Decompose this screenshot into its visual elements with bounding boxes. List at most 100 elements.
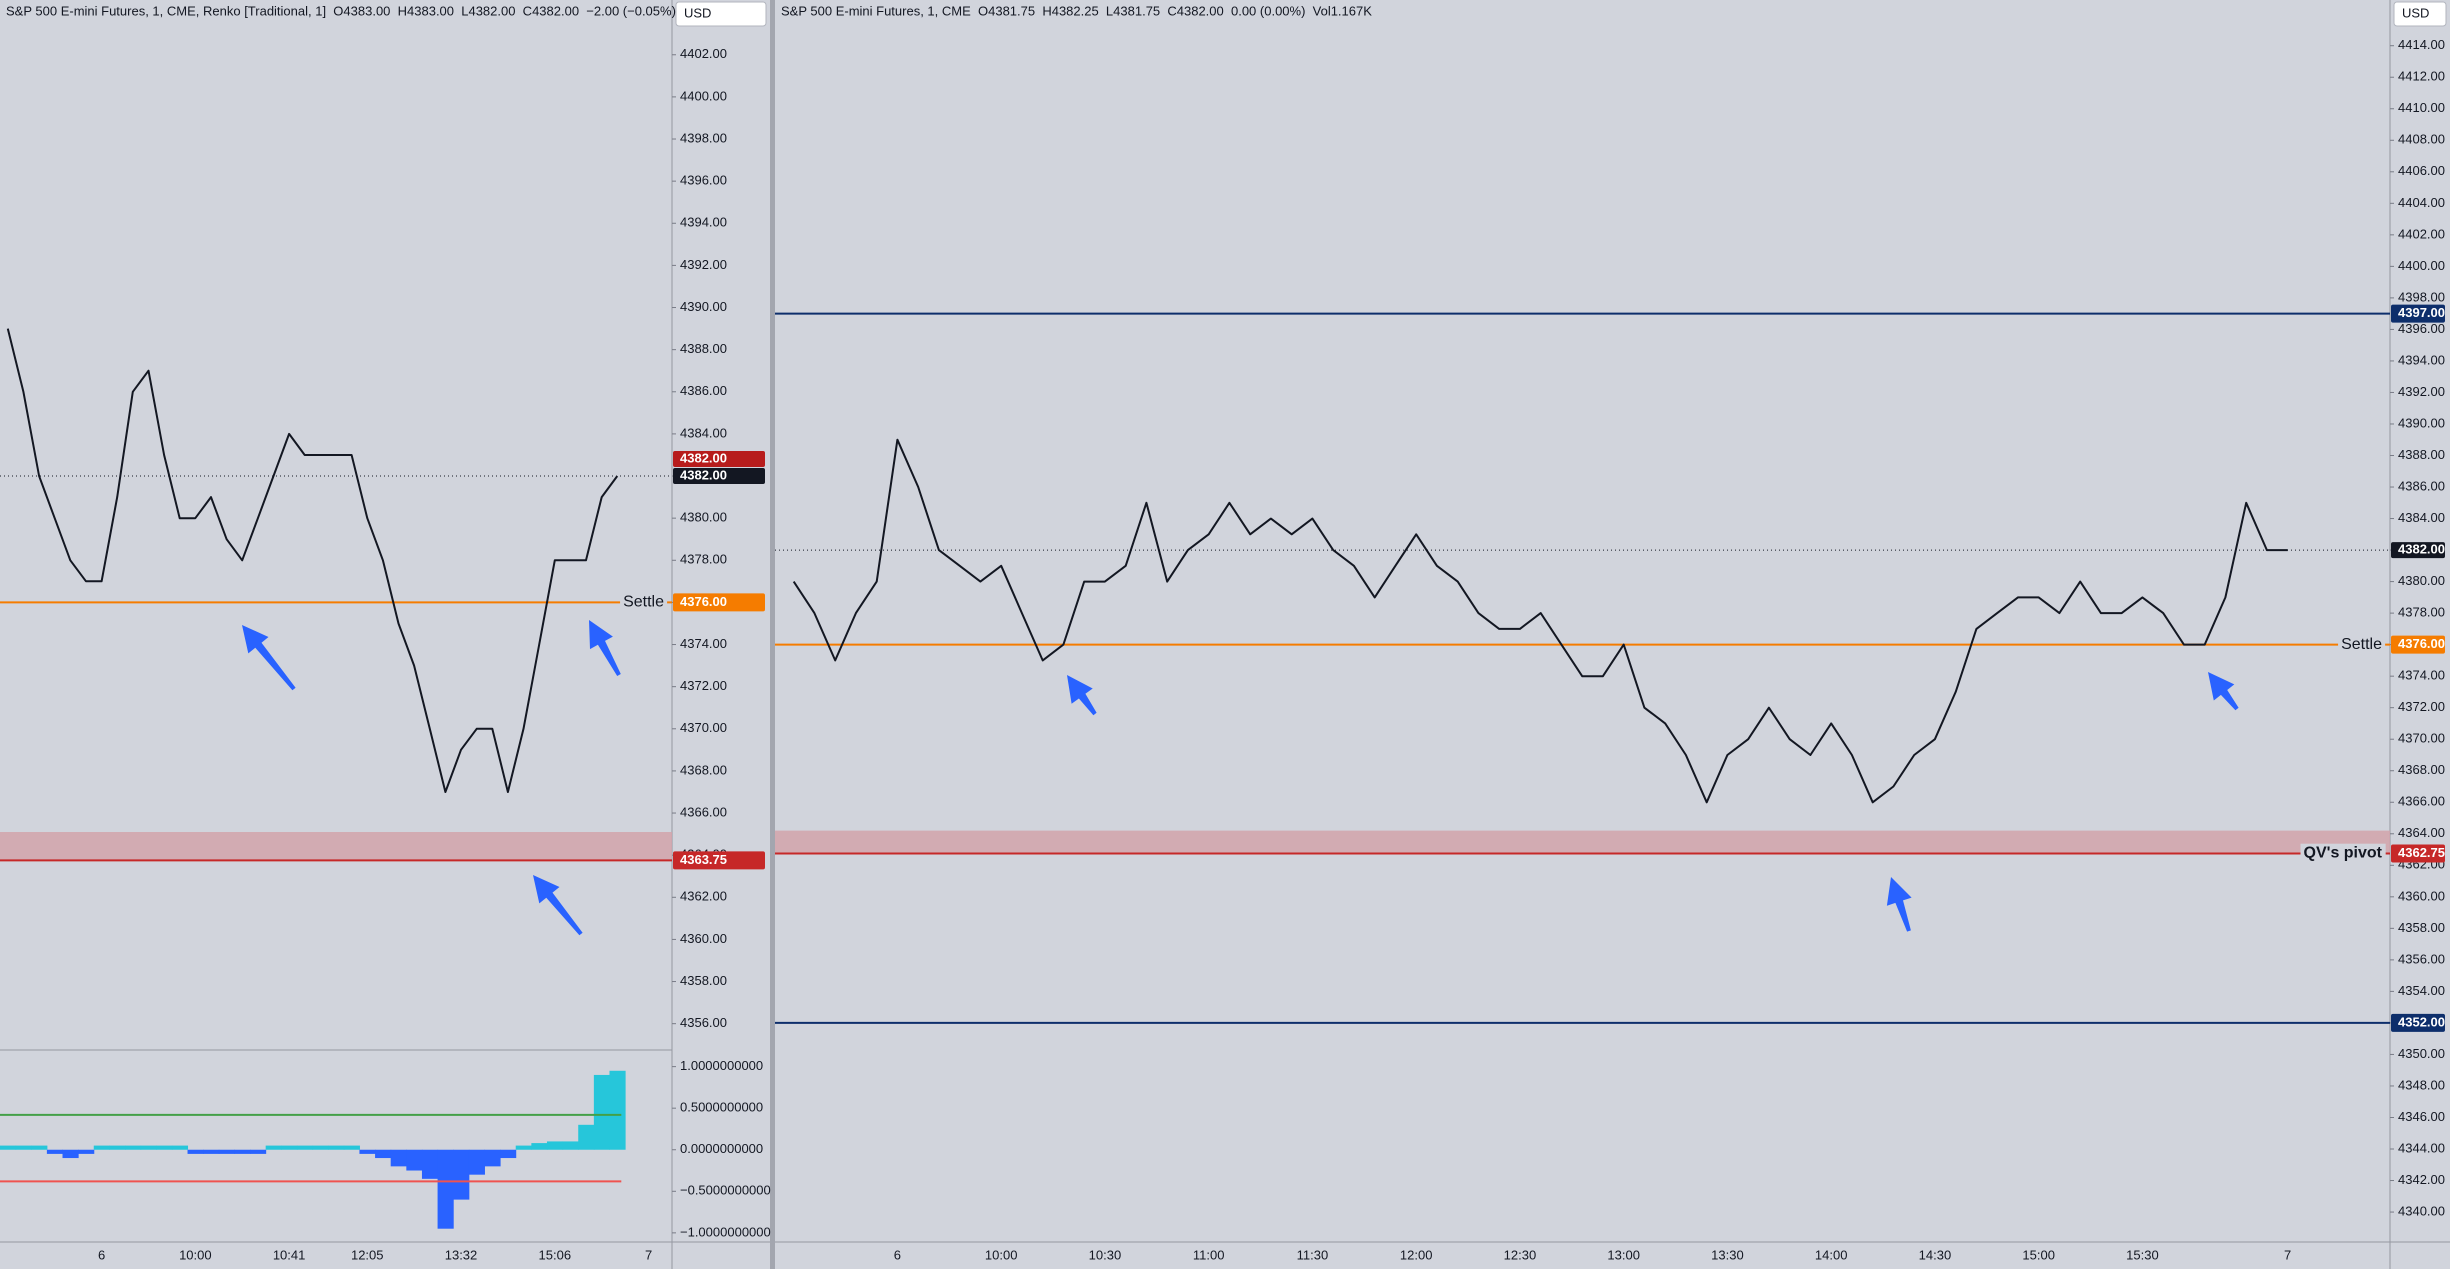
y-tick-label: 4360.00 <box>680 931 727 946</box>
x-tick-label: 10:00 <box>179 1247 212 1262</box>
osc-bar <box>359 1149 376 1154</box>
y-tick-label: 4414.00 <box>2398 37 2445 52</box>
last-price-badge-label: 4382.00 <box>680 450 727 465</box>
osc-bar <box>93 1145 110 1150</box>
y-tick-label: 4396.00 <box>680 173 727 188</box>
osc-bar <box>453 1149 470 1200</box>
y-tick-label: 4404.00 <box>2398 195 2445 210</box>
price-badge <box>2391 844 2445 863</box>
osc-bar <box>437 1149 454 1229</box>
y-tick-label: 4402.00 <box>2398 226 2445 241</box>
x-tick-label: 10:41 <box>273 1247 306 1262</box>
price-badge-label: 4397.00 <box>2398 305 2445 320</box>
osc-bar <box>125 1145 142 1150</box>
y-tick-label: 4390.00 <box>2398 415 2445 430</box>
osc-bar <box>500 1149 517 1159</box>
x-tick-label: 7 <box>645 1247 652 1262</box>
osc-bar <box>343 1145 360 1150</box>
x-tick-label: 13:32 <box>445 1247 478 1262</box>
osc-y-tick-label: −1.0000000000 <box>680 1224 771 1239</box>
osc-bar <box>140 1145 157 1150</box>
osc-bar <box>421 1149 439 1179</box>
y-tick-label: 4384.00 <box>2398 510 2445 525</box>
osc-bar <box>531 1143 548 1150</box>
price-zone <box>0 831 672 861</box>
price-badge <box>2391 635 2445 654</box>
y-tick-label: 4366.00 <box>2398 794 2445 809</box>
x-tick-label: 6 <box>894 1247 901 1262</box>
y-tick-label: 4386.00 <box>2398 478 2445 493</box>
annotation-arrow <box>2208 672 2239 711</box>
annotation-arrow <box>533 875 583 936</box>
x-tick-label: 15:30 <box>2126 1247 2159 1262</box>
x-tick-label: 6 <box>98 1247 105 1262</box>
y-tick-label: 4400.00 <box>2398 258 2445 273</box>
osc-bar <box>593 1074 610 1150</box>
y-tick-label: 4372.00 <box>2398 699 2445 714</box>
last-price-badge-label: 4382.00 <box>680 467 727 482</box>
level-name: Settle <box>623 594 664 611</box>
y-tick-label: 4374.00 <box>680 636 727 651</box>
price-zone <box>775 830 2390 854</box>
osc-bar <box>484 1149 501 1167</box>
y-tick-label: 4340.00 <box>2398 1203 2445 1218</box>
last-price-badge <box>2391 542 2445 559</box>
osc-bar <box>234 1149 251 1154</box>
price-badge <box>2391 1013 2445 1032</box>
x-tick-label: 13:00 <box>1607 1247 1640 1262</box>
osc-bar <box>156 1145 173 1150</box>
y-tick-label: 4370.00 <box>2398 731 2445 746</box>
x-tick-label: 12:00 <box>1400 1247 1433 1262</box>
osc-bar <box>281 1145 298 1150</box>
x-tick-label: 12:05 <box>351 1247 384 1262</box>
osc-y-tick-label: 1.0000000000 <box>680 1058 763 1073</box>
last-price-badge <box>673 451 765 468</box>
osc-y-tick-label: 0.0000000000 <box>680 1141 763 1156</box>
currency-box <box>675 1 767 27</box>
y-tick-label: 4398.00 <box>680 130 727 145</box>
osc-bar <box>515 1145 532 1150</box>
y-tick-label: 4368.00 <box>2398 762 2445 777</box>
y-tick-label: 4394.00 <box>680 215 727 230</box>
level-name: Settle <box>2341 636 2382 653</box>
osc-bar <box>109 1145 126 1150</box>
annotation-arrow <box>242 625 296 691</box>
y-tick-label: 4392.00 <box>2398 384 2445 399</box>
y-tick-label: 4350.00 <box>2398 1046 2445 1061</box>
osc-y-tick-label: −0.5000000000 <box>680 1183 771 1198</box>
osc-bar <box>406 1149 423 1171</box>
last-price-badge <box>673 468 765 485</box>
y-tick-label: 4372.00 <box>680 678 727 693</box>
y-tick-label: 4364.00 <box>2398 825 2445 840</box>
y-tick-label: 4406.00 <box>2398 163 2445 178</box>
y-tick-label: 4358.00 <box>680 973 727 988</box>
osc-bar <box>218 1149 235 1154</box>
osc-bar <box>312 1145 329 1150</box>
price-badge-label: 4376.00 <box>2398 636 2445 651</box>
x-tick-label: 14:00 <box>1815 1247 1848 1262</box>
x-tick-label: 13:30 <box>1711 1247 1744 1262</box>
osc-bar <box>250 1149 267 1154</box>
price-badge <box>2391 304 2445 323</box>
y-tick-label: 4360.00 <box>2398 888 2445 903</box>
osc-bar <box>375 1149 392 1159</box>
x-tick-label: 11:00 <box>1193 1247 1225 1262</box>
x-tick-label: 15:00 <box>2022 1247 2055 1262</box>
y-tick-label: 4390.00 <box>680 299 727 314</box>
osc-bar <box>31 1145 48 1150</box>
level-name: QV's pivot <box>2304 845 2383 862</box>
x-tick-label: 10:30 <box>1089 1247 1122 1262</box>
osc-bar <box>265 1145 282 1150</box>
osc-bar <box>578 1124 595 1150</box>
y-tick-label: 4342.00 <box>2398 1172 2445 1187</box>
osc-bar <box>78 1149 95 1154</box>
y-tick-label: 4388.00 <box>680 341 727 356</box>
price-badge-label: 4363.75 <box>680 852 727 867</box>
osc-bar <box>296 1145 314 1150</box>
y-tick-label: 4396.00 <box>2398 321 2445 336</box>
y-tick-label: 4398.00 <box>2398 289 2445 304</box>
osc-bar <box>390 1149 407 1167</box>
y-tick-label: 4374.00 <box>2398 668 2445 683</box>
